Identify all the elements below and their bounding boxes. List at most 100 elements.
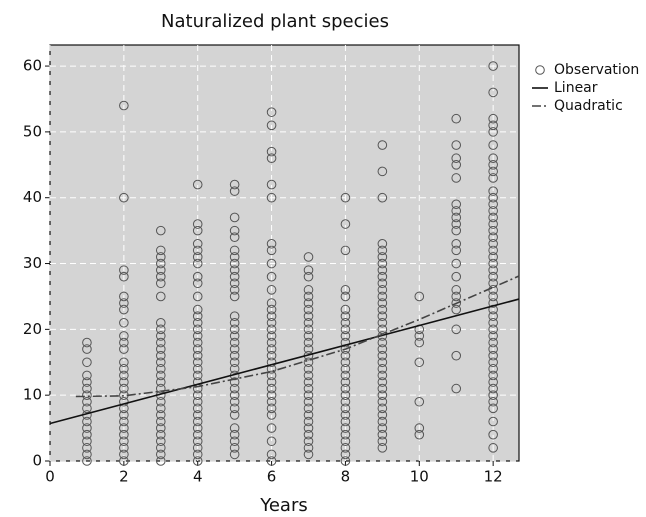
observation-point [266,120,277,131]
fit-line [49,298,520,425]
chart-title: Naturalized plant species [161,11,389,32]
observation-point [488,429,498,440]
observation-point [377,403,388,414]
observation-point [229,429,240,440]
observation-point [303,377,314,387]
observation-point [377,311,388,321]
observation-point [192,456,203,466]
observation-point [155,344,166,354]
observation-point [303,383,314,394]
observation-point [229,179,240,190]
observation-point [488,265,498,275]
observation-point [340,436,351,447]
observation-point [377,410,388,420]
observation-point [488,258,498,269]
observation-point [377,166,388,177]
observation-point [192,278,203,289]
observation-point [488,298,498,308]
observation-point [229,285,240,295]
observation-point [488,140,498,150]
observation-point [229,258,240,269]
observation-point [303,390,314,400]
observation-point [155,350,166,361]
observation-point [119,449,129,460]
observation-point [229,337,240,348]
observation-point [119,265,129,275]
observation-point [488,127,498,137]
observation-point [340,403,351,414]
observation-point [340,377,351,387]
observation-point [119,357,129,368]
observation-point [119,337,129,348]
observation-point [303,317,314,328]
observation-point [451,140,462,150]
observation-point [488,206,498,216]
observation-point [303,252,314,262]
observation-point [155,331,166,341]
observation-point [451,199,462,210]
observation-point [377,245,388,256]
observation-point [303,304,314,315]
observation-point [119,304,129,315]
observation-point [155,245,166,256]
observation-point [266,324,277,335]
observation-point [192,390,203,400]
observation-point [488,390,498,400]
observation-point [377,429,388,440]
observation-point [266,258,277,269]
observation-point [192,357,203,368]
observation-point [340,429,351,440]
observation-point [119,364,129,374]
x-axis-label: Years [259,495,308,516]
x-tick-label: 4 [193,468,203,486]
observation-point [340,364,351,374]
observation-point [488,219,498,229]
observation-point [119,317,129,328]
observation-point [377,337,388,348]
observation-point [266,344,277,354]
observation-point [119,377,129,387]
observation-point [266,238,277,249]
observation-point [488,186,498,196]
observation-point [229,317,240,328]
observation-point [451,285,462,295]
observation-point [451,225,462,236]
observation-point [82,396,92,407]
observation-point [82,456,92,466]
observation-point [303,403,314,414]
observation-point [82,449,92,460]
observation-point [192,423,203,433]
observation-point [340,416,351,427]
y-tick-label: 10 [23,386,42,404]
observation-point [377,396,388,407]
observation-point [155,258,166,269]
observation-point [303,337,314,348]
observation-point [82,357,92,368]
observation-point [82,416,92,427]
observation-point [192,443,203,453]
observation-point [451,258,462,269]
observation-point [82,344,92,354]
observation-point [229,436,240,447]
observation-point [119,192,129,203]
x-tick-label: 2 [119,468,129,486]
observation-point [377,383,388,394]
observation-point [303,370,314,381]
observation-point [377,436,388,447]
y-tick-label: 0 [32,452,42,470]
observation-point [377,140,388,150]
observation-point [488,120,498,131]
observation-point [266,271,277,282]
observation-point [192,179,203,190]
observation-point [266,317,277,328]
y-tick-label: 40 [23,188,42,206]
observation-point [340,245,351,256]
observation-point [192,429,203,440]
observation-point [303,410,314,420]
observation-point [229,311,240,321]
observation-point [155,364,166,374]
observation-point [488,153,498,164]
observation-point [266,396,277,407]
observation-point [229,344,240,354]
observation-point [488,383,498,394]
